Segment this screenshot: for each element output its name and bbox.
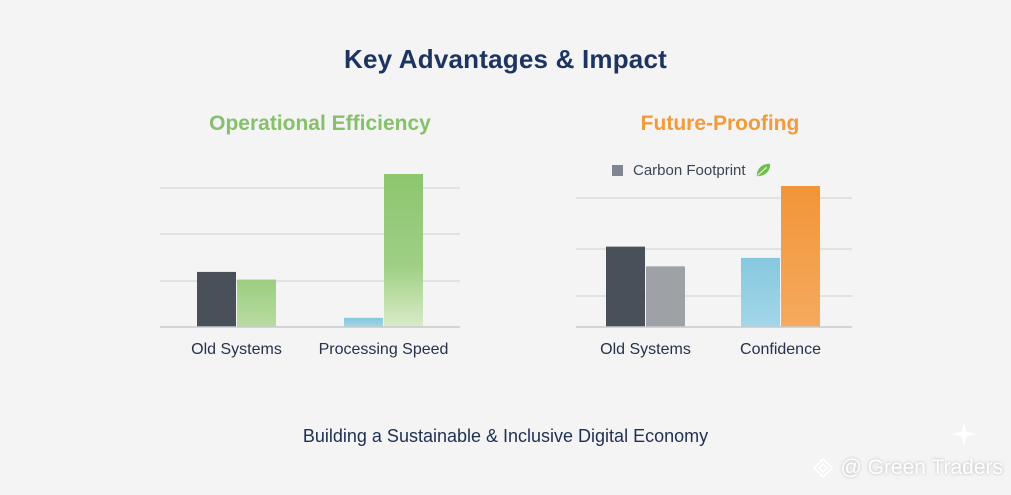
page-title: Key Advantages & Impact — [344, 44, 667, 74]
bar-future-1-1 — [781, 186, 820, 327]
chart-title-future-proofing: Future-Proofing — [640, 112, 800, 135]
category-label-efficiency-0: Old Systems — [191, 341, 282, 358]
bar-efficiency-1-0 — [344, 317, 383, 327]
legend-label: Carbon Footprint — [633, 161, 746, 179]
legend-swatch — [612, 164, 623, 176]
bar-future-1-0 — [741, 257, 780, 327]
bar-efficiency-0-0 — [197, 271, 236, 327]
watermark: @ Green Traders — [812, 456, 1003, 480]
leaf-icon — [756, 163, 770, 177]
chart-operational-efficiency: Old Systems Processing Speed — [160, 174, 460, 358]
chart-title-operational-efficiency: Operational Efficiency — [209, 112, 431, 135]
category-label-future-0: Old Systems — [600, 341, 691, 358]
sparkle-icon — [952, 422, 976, 446]
watermark-text: @ Green Traders — [840, 456, 1003, 479]
chart-future-proofing: Old Systems Confidence — [576, 186, 852, 358]
category-label-future-1: Confidence — [740, 341, 821, 358]
bar-efficiency-1-1 — [384, 174, 423, 327]
footer-tagline: Building a Sustainable & Inclusive Digit… — [302, 426, 709, 446]
chart-legend: Carbon Footprint — [612, 158, 772, 182]
bar-efficiency-0-1 — [237, 279, 276, 327]
category-label-efficiency-1: Processing Speed — [319, 341, 449, 358]
bar-future-0-0 — [606, 246, 645, 327]
exchange-logo-icon — [813, 457, 834, 479]
bar-future-0-1 — [646, 266, 685, 327]
